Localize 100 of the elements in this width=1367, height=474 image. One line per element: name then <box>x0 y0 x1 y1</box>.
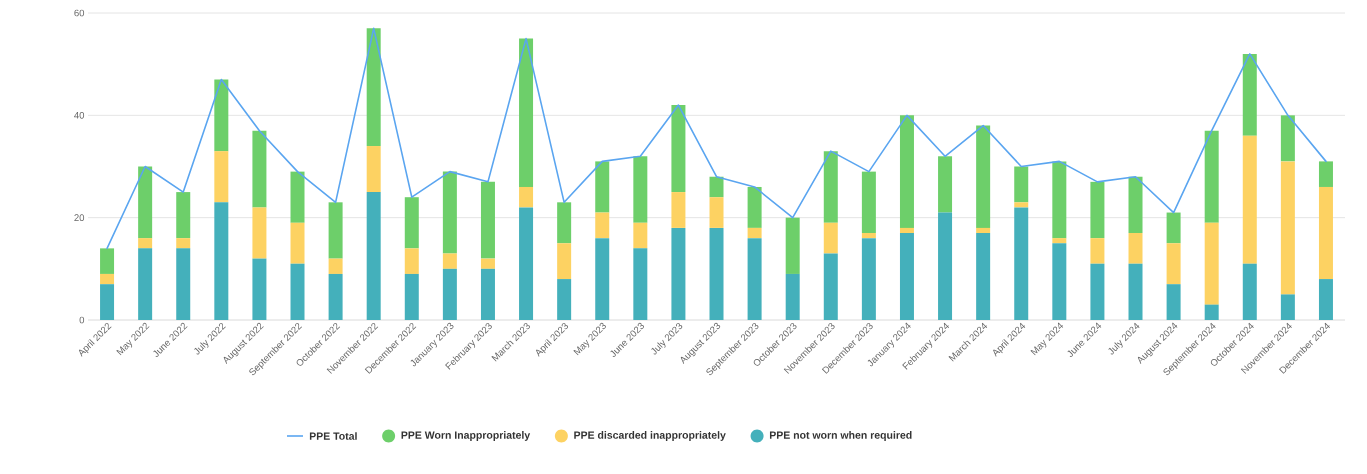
bar <box>823 253 838 320</box>
bar <box>595 238 610 320</box>
bar <box>709 197 724 228</box>
bar <box>290 222 305 264</box>
bar <box>404 197 419 249</box>
bar <box>328 273 343 320</box>
bar <box>861 238 876 320</box>
bar <box>1242 53 1257 136</box>
bar <box>1318 279 1333 320</box>
bar <box>899 227 914 234</box>
bar <box>747 227 762 239</box>
bar <box>747 186 762 228</box>
bar <box>1204 304 1219 320</box>
bar <box>823 151 838 223</box>
bar <box>176 248 191 320</box>
bar <box>747 238 762 320</box>
bar <box>214 151 229 203</box>
bar <box>328 202 343 259</box>
bar <box>1280 294 1295 320</box>
bar <box>1280 161 1295 295</box>
bar <box>480 268 495 320</box>
bar <box>214 202 229 320</box>
line-series <box>106 27 1327 250</box>
bar <box>861 233 876 239</box>
y-tick-label: 40 <box>74 111 85 119</box>
bar <box>1014 202 1029 208</box>
bar <box>1128 233 1143 264</box>
bar <box>557 279 572 320</box>
bar <box>633 156 648 223</box>
bar <box>1090 238 1105 264</box>
bar <box>861 171 876 234</box>
y-tick-label: 60 <box>74 9 85 17</box>
bar <box>938 156 953 213</box>
bar <box>1242 263 1257 320</box>
bar <box>595 161 610 213</box>
bar <box>1318 161 1333 187</box>
bar <box>176 192 191 239</box>
bar <box>1280 115 1295 162</box>
bar <box>557 202 572 244</box>
bar <box>938 212 953 320</box>
bar <box>709 227 724 320</box>
bar <box>1090 181 1105 239</box>
bar <box>671 192 686 228</box>
bar <box>404 273 419 320</box>
bar <box>671 227 686 320</box>
bar <box>709 176 724 198</box>
y-tick-label: 20 <box>74 214 85 222</box>
legend-label: PPE not worn when required <box>769 431 912 441</box>
bar <box>1014 207 1029 320</box>
bar <box>1052 161 1067 239</box>
bar <box>519 186 534 208</box>
bar <box>1014 166 1029 203</box>
bar <box>480 181 495 259</box>
bar <box>138 238 153 249</box>
bar <box>1204 130 1219 223</box>
bar <box>671 105 686 193</box>
bar <box>557 243 572 280</box>
bar <box>976 227 991 234</box>
legend-label: PPE Total <box>309 432 357 440</box>
bar <box>1318 186 1333 280</box>
bar <box>1128 176 1143 234</box>
bar <box>138 248 153 320</box>
legend-label: PPE discarded inappropriately <box>574 431 726 441</box>
bar <box>1128 263 1143 320</box>
bar <box>1166 243 1181 285</box>
bar <box>404 248 419 274</box>
bar <box>633 248 648 320</box>
bar <box>899 233 914 320</box>
bar <box>785 217 800 274</box>
bar <box>366 28 381 147</box>
bar <box>1166 212 1181 244</box>
bar <box>252 207 267 259</box>
bar <box>100 248 115 274</box>
legend-label: PPE Worn Inappropriately <box>401 431 531 441</box>
bar <box>328 258 343 274</box>
bar <box>595 212 610 239</box>
bar <box>214 79 229 152</box>
bar <box>899 115 914 228</box>
bar <box>1052 238 1067 244</box>
bar <box>138 166 153 239</box>
y-tick-label: 0 <box>79 316 85 324</box>
bar <box>785 273 800 320</box>
bar <box>976 125 991 228</box>
bar <box>252 130 267 208</box>
bar <box>290 263 305 320</box>
bar <box>442 171 457 254</box>
bar <box>1090 263 1105 320</box>
bar <box>442 253 457 269</box>
bar <box>1166 284 1181 320</box>
bar <box>252 258 267 320</box>
bar <box>633 222 648 249</box>
bar <box>366 146 381 193</box>
bar <box>100 284 115 320</box>
bar <box>1242 135 1257 264</box>
bar <box>519 207 534 320</box>
bar <box>480 258 495 269</box>
bar <box>366 192 381 320</box>
bar <box>290 171 305 223</box>
bar <box>1204 222 1219 305</box>
bar <box>100 273 115 285</box>
